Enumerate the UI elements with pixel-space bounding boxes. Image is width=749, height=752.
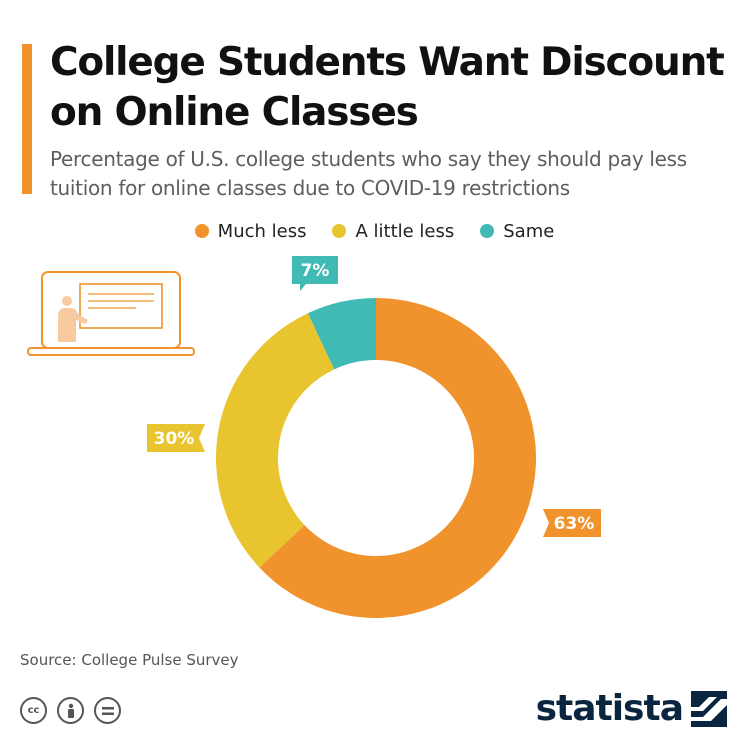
chart-title: College Students Want Discount on Online… xyxy=(50,40,725,135)
brand-name: statista xyxy=(535,688,684,729)
slice-much-less xyxy=(259,298,536,618)
legend-item-same: Same xyxy=(480,221,554,242)
legend-swatch-a-little-less xyxy=(332,224,347,238)
data-label-same: 7% xyxy=(292,256,338,291)
legend-item-a-little-less: A little less xyxy=(332,221,454,242)
license-icons: cc xyxy=(20,697,121,724)
source-note: Source: College Pulse Survey xyxy=(20,651,239,669)
donut-chart: 63% 30% 7% xyxy=(147,256,601,618)
creative-commons-icon[interactable]: cc xyxy=(20,697,47,724)
legend-label-much-less: Much less xyxy=(217,220,307,242)
slice-same xyxy=(307,298,376,370)
no-derivatives-icon[interactable] xyxy=(94,697,121,724)
svg-text:7%: 7% xyxy=(301,261,330,281)
accent-bar xyxy=(22,44,32,194)
legend-label-same: Same xyxy=(503,220,555,242)
slice-a-little-less xyxy=(216,313,335,568)
legend: Much less A little less Same xyxy=(0,217,749,245)
statista-mark-icon xyxy=(691,690,727,727)
chart-subtitle: Percentage of U.S. college students who … xyxy=(50,147,687,200)
data-label-much-less: 63% xyxy=(543,509,601,537)
legend-swatch-same xyxy=(480,224,495,238)
legend-label-a-little-less: A little less xyxy=(355,220,455,242)
svg-text:30%: 30% xyxy=(154,429,195,449)
data-label-a-little-less: 30% xyxy=(147,424,205,452)
statista-logo[interactable]: statista xyxy=(536,688,727,729)
attribution-icon[interactable] xyxy=(57,697,84,724)
laptop-teacher-icon xyxy=(27,271,195,356)
svg-text:63%: 63% xyxy=(554,514,595,534)
legend-swatch-much-less xyxy=(194,224,209,238)
legend-item-much-less: Much less xyxy=(194,220,307,242)
